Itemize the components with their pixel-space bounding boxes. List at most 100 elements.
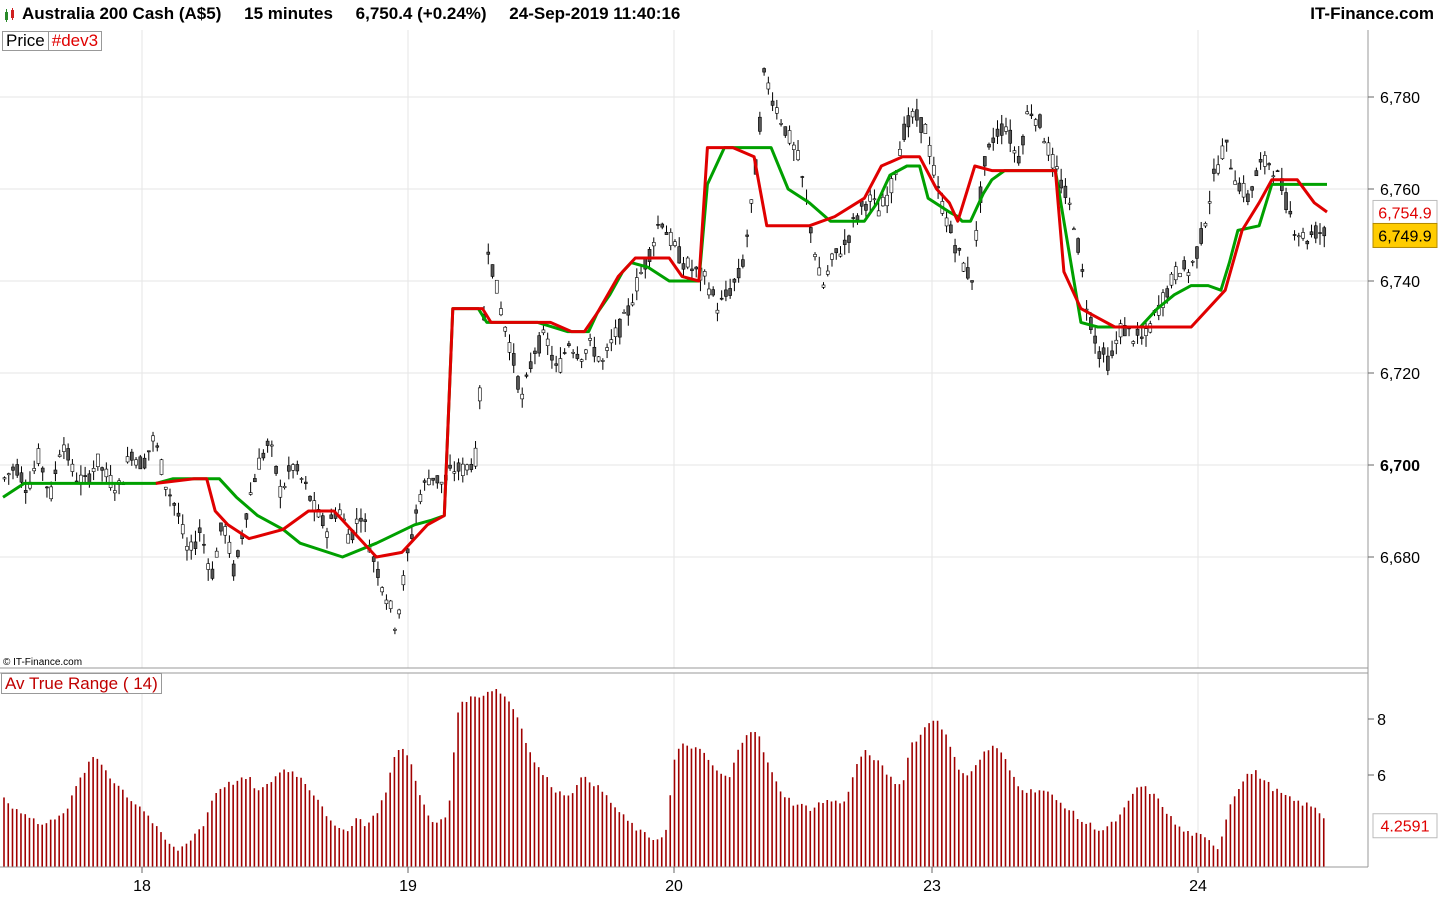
candle-body: [1004, 126, 1008, 132]
candle-body: [53, 469, 58, 475]
indicator-legend-label[interactable]: #dev3: [48, 31, 103, 51]
candle-body: [257, 457, 261, 470]
candle-body: [613, 327, 618, 337]
candle-body: [864, 203, 868, 211]
candle-body: [1309, 231, 1314, 236]
candle-body: [1250, 186, 1254, 191]
candle-body: [210, 568, 215, 579]
candle-body: [163, 486, 168, 490]
candle-body: [1212, 168, 1216, 174]
candle-body: [719, 297, 724, 300]
candle-body: [1165, 288, 1170, 298]
candle-body: [70, 463, 75, 472]
candle-body: [219, 522, 223, 532]
candle-body: [431, 477, 435, 481]
x-tick-label: 19: [399, 878, 417, 895]
candle-body: [74, 480, 79, 483]
candle-body: [1190, 261, 1195, 263]
candle-body: [1207, 201, 1212, 204]
candle-body: [1067, 202, 1072, 205]
atr-legend-label[interactable]: Av True Range ( 14): [1, 673, 162, 694]
candle-body: [388, 600, 393, 609]
candle-body: [359, 517, 363, 522]
candle-body: [299, 478, 304, 480]
candle-body: [813, 254, 817, 257]
candle-body: [906, 115, 911, 128]
candle-body: [1097, 351, 1102, 359]
candle-body: [465, 464, 469, 471]
candle-body: [639, 272, 643, 274]
candle-body: [448, 464, 452, 469]
candle-body: [881, 196, 885, 207]
candle-body: [1021, 135, 1025, 146]
candle-body: [393, 628, 397, 631]
candle-body: [435, 475, 440, 484]
candle-body: [456, 462, 461, 472]
candle-body: [291, 464, 295, 471]
atr-tick-label: 8: [1377, 712, 1386, 729]
candle-body: [876, 210, 881, 217]
candle-body: [1076, 238, 1080, 253]
price-legend-label[interactable]: Price: [2, 31, 49, 51]
x-tick-label: 23: [923, 878, 941, 895]
candle-body: [677, 246, 682, 264]
candle-body: [1301, 232, 1305, 239]
candle-body: [932, 165, 936, 176]
candle-body: [384, 599, 389, 605]
candle-body: [575, 353, 580, 359]
candle-body: [32, 468, 37, 472]
candle-body: [537, 335, 541, 354]
candle-body: [987, 143, 991, 148]
candle-body: [100, 467, 104, 471]
candle-body: [783, 126, 788, 136]
candle-body: [558, 358, 563, 373]
marker-label: 4.2591: [1381, 819, 1430, 836]
chart-title: Australia 200 Cash (A$5) 15 minutes 6,75…: [22, 4, 698, 24]
candle-body: [1322, 227, 1327, 237]
candle-body: [923, 123, 928, 134]
instrument-name: Australia 200 Cash (A$5): [22, 4, 222, 23]
candle-body: [405, 548, 410, 554]
candle-body: [851, 217, 856, 219]
candle-body: [461, 463, 465, 476]
candle-body: [1042, 141, 1046, 144]
candle-body: [609, 339, 614, 344]
x-tick-label: 18: [133, 878, 151, 895]
candle-body: [626, 305, 631, 316]
candle-body: [592, 346, 597, 357]
candle-body: [146, 450, 151, 453]
candle-body: [295, 464, 300, 472]
chart-axes: [0, 30, 1374, 873]
candle-body: [337, 509, 342, 516]
candle-body: [427, 478, 431, 486]
candle-body: [49, 486, 53, 500]
candle-body: [227, 541, 232, 554]
candle-body: [469, 463, 474, 470]
x-tick-label: 20: [665, 878, 683, 895]
candle-body: [902, 123, 906, 140]
candle-body: [1313, 225, 1318, 239]
timestamp: 24-Sep-2019 11:40:16: [509, 4, 681, 23]
candle-body: [1275, 170, 1280, 173]
candle-body: [1254, 170, 1259, 177]
candle-body: [125, 456, 130, 463]
price-panel-legend[interactable]: Price #dev3: [2, 31, 103, 51]
candle-body: [651, 242, 656, 247]
candle-body: [779, 123, 783, 125]
candle-body: [507, 342, 512, 353]
candle-body: [668, 232, 673, 246]
candle-body: [1118, 323, 1123, 338]
candle-body: [787, 130, 792, 144]
candle-body: [376, 568, 380, 578]
candle-body: [749, 199, 754, 204]
candle-body: [303, 481, 308, 484]
candle-body: [724, 289, 728, 297]
candle-body: [1182, 260, 1187, 270]
candle-body: [439, 481, 444, 485]
axis-labels: 18 19 20 23 24 6,680 6,700 6,720 6,740 6,760 6,780…: [133, 90, 1438, 895]
candle-body: [711, 289, 715, 296]
axis-value-marker: 6,749.9: [1372, 222, 1438, 248]
candle-body: [796, 150, 800, 161]
candle-body: [452, 471, 457, 474]
